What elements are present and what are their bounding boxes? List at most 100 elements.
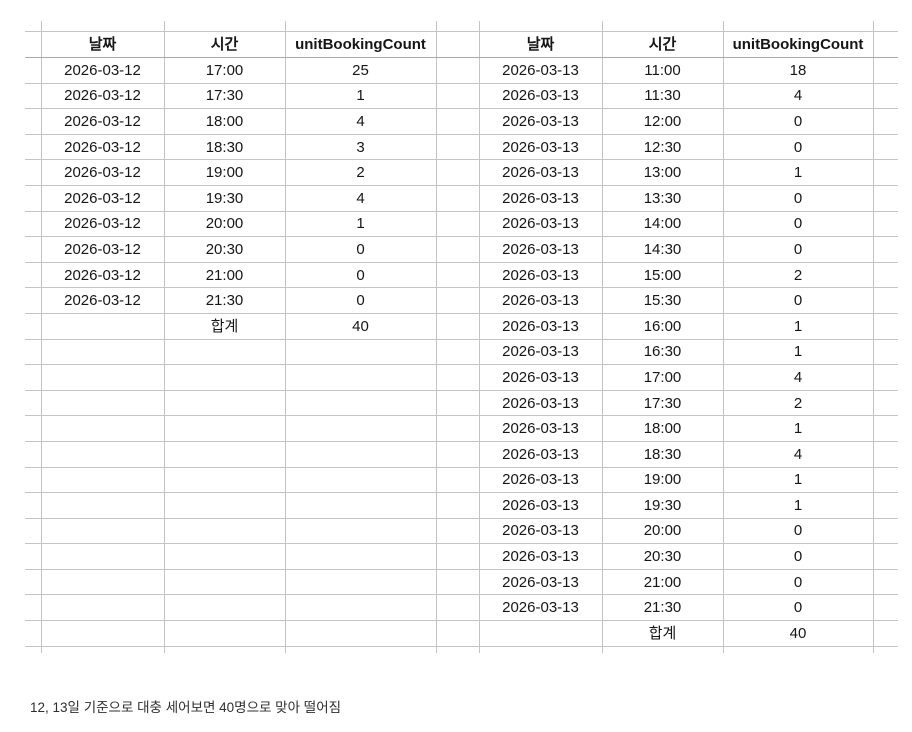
empty-cell — [163, 492, 286, 519]
sliver-cell — [25, 57, 42, 84]
sliver-cell — [872, 236, 898, 263]
empty-cell — [163, 568, 286, 596]
cell-time: 13:00 — [601, 159, 724, 186]
cell-count: 4 — [284, 108, 437, 135]
sliver-cell — [872, 517, 898, 545]
cell-count: 0 — [722, 517, 874, 545]
sliver-cell — [25, 312, 42, 340]
table-row: 2026-03-13 16:30 1 — [463, 338, 898, 366]
empty-cell — [435, 364, 463, 391]
cell-count: 0 — [722, 184, 874, 212]
sliver-cell — [463, 645, 480, 653]
empty-cell — [40, 389, 165, 417]
empty-cell — [163, 389, 286, 417]
cell-date: 2026-03-12 — [40, 184, 165, 212]
empty-cell — [435, 620, 463, 647]
cell-date: 2026-03-13 — [478, 287, 603, 314]
cell-count: 4 — [284, 184, 437, 212]
cell-time: 19:00 — [163, 159, 286, 186]
sliver-cell — [40, 645, 165, 653]
header-cell-time: 시간 — [163, 31, 286, 58]
sliver-cell — [25, 261, 42, 289]
empty-row — [25, 492, 463, 519]
header-cell-date: 날짜 — [40, 31, 165, 58]
sliver-cell — [463, 517, 480, 545]
cell-date: 2026-03-12 — [40, 108, 165, 135]
sliver-cell — [463, 364, 480, 391]
booking-table-march-13: 날짜 시간 unitBookingCount 2026-03-13 11:00 18 202… — [463, 21, 898, 653]
empty-cell — [435, 338, 463, 366]
empty-cell — [163, 466, 286, 494]
total-value-cell: 40 — [722, 620, 874, 647]
empty-row — [25, 568, 463, 596]
header-cell-date: 날짜 — [478, 31, 603, 58]
cell-time: 13:30 — [601, 184, 724, 212]
cell-count: 0 — [722, 236, 874, 263]
cell-count: 4 — [722, 440, 874, 468]
cell-date: 2026-03-13 — [478, 492, 603, 519]
sliver-cell — [463, 389, 480, 417]
sliver-cell — [463, 108, 480, 135]
sliver-cell — [284, 645, 437, 653]
sliver-cell — [25, 21, 42, 32]
sliver-cell — [872, 364, 898, 391]
cell-time: 16:30 — [601, 338, 724, 366]
sliver-cell — [601, 21, 724, 32]
cell-time: 18:00 — [601, 415, 724, 442]
empty-cell — [435, 568, 463, 596]
cell-time: 21:30 — [163, 287, 286, 314]
sliver-cell — [435, 261, 463, 289]
sliver-cell — [163, 645, 286, 653]
sliver-cell — [40, 21, 165, 32]
cell-date: 2026-03-13 — [478, 440, 603, 468]
empty-cell — [284, 466, 437, 494]
empty-cell — [40, 620, 165, 647]
empty-cell — [435, 389, 463, 417]
empty-cell — [25, 594, 42, 622]
sliver-cell — [163, 21, 286, 32]
cell-date: 2026-03-13 — [478, 415, 603, 442]
table-row: 2026-03-12 17:30 1 — [25, 82, 463, 110]
cell-count: 0 — [722, 108, 874, 135]
empty-cell — [25, 389, 42, 417]
cell-date: 2026-03-13 — [478, 594, 603, 622]
cell-count: 1 — [722, 415, 874, 442]
sliver-cell — [872, 492, 898, 519]
empty-cell — [435, 415, 463, 442]
empty-cell — [40, 466, 165, 494]
cell-date: 2026-03-13 — [478, 466, 603, 494]
cell-count: 25 — [284, 57, 437, 84]
sliver-cell — [463, 184, 480, 212]
sliver-cell — [872, 440, 898, 468]
cell-count: 0 — [722, 133, 874, 161]
sliver-cell — [463, 82, 480, 110]
cell-count: 4 — [722, 364, 874, 391]
empty-cell — [284, 440, 437, 468]
booking-table-march-12: 날짜 시간 unitBookingCount 2026-03-12 17:00 25 202… — [25, 21, 463, 653]
cell-time: 14:30 — [601, 236, 724, 263]
sliver-cell — [463, 312, 480, 340]
sliver-cell — [722, 645, 874, 653]
sliver-cell — [463, 466, 480, 494]
empty-cell — [284, 543, 437, 570]
sliver-cell — [25, 645, 42, 653]
cell-date: 2026-03-13 — [478, 261, 603, 289]
total-row: 합계 40 — [463, 620, 898, 647]
cell-time: 17:00 — [601, 364, 724, 391]
sliver-cell — [478, 21, 603, 32]
empty-cell — [25, 466, 42, 494]
sliver-cell — [25, 159, 42, 186]
cell-count: 0 — [722, 594, 874, 622]
cell-time: 18:00 — [163, 108, 286, 135]
sliver-cell — [25, 82, 42, 110]
cell-time: 20:30 — [601, 543, 724, 570]
table-row: 2026-03-12 18:00 4 — [25, 108, 463, 135]
sliver-cell — [601, 645, 724, 653]
sliver-cell — [463, 159, 480, 186]
sliver-cell — [872, 133, 898, 161]
sliver-cell — [435, 287, 463, 314]
sliver-cell — [872, 184, 898, 212]
empty-cell — [40, 492, 165, 519]
empty-cell — [40, 338, 165, 366]
